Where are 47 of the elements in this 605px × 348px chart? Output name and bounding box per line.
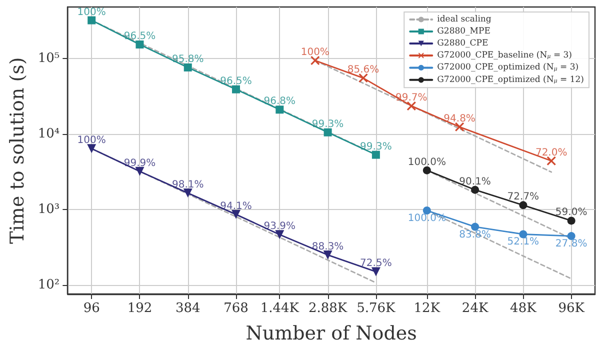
annotation: 72.5%	[360, 258, 392, 270]
annotation: 95.8%	[172, 54, 204, 65]
legend-label: ideal scaling	[437, 14, 492, 24]
annotation: 100%	[77, 135, 106, 146]
y-tick-label: 10⁴	[38, 126, 60, 142]
annotation: 85.6%	[347, 64, 380, 76]
annotation: 100%	[300, 46, 330, 58]
x-tick-label: 768	[224, 301, 248, 316]
x-tick-label: 5.76K	[356, 301, 396, 316]
annotation: 93.9%	[264, 221, 296, 232]
annotation: 88.3%	[312, 241, 344, 252]
legend-label: G2880_CPE	[437, 38, 488, 48]
x-tick-label: 192	[127, 301, 152, 316]
annotation: 94.1%	[220, 200, 252, 212]
annotation: 90.1%	[459, 176, 491, 188]
annotation: 99.3%	[360, 141, 392, 152]
annotation: 27.8%	[555, 238, 588, 250]
annotation: 100.0%	[408, 156, 446, 168]
annotation: 98.1%	[172, 180, 204, 191]
annotation: 52.1%	[507, 236, 540, 248]
annotation: 100%	[77, 6, 106, 18]
x-tick-label: 1.44K	[260, 301, 300, 316]
y-axis-title: Time to solution (s)	[6, 57, 28, 244]
x-axis-title: Number of Nodes	[246, 322, 417, 344]
annotation: 99.7%	[396, 92, 428, 104]
x-tick-label: 96	[83, 301, 100, 316]
annotation: 96.5%	[124, 31, 156, 42]
annotation: 99.3%	[312, 118, 344, 130]
legend-label: G2880_MPE	[437, 26, 490, 36]
x-tick-label: 96K	[558, 301, 585, 316]
x-tick-label: 48K	[510, 301, 537, 316]
annotation: 72.7%	[507, 192, 540, 203]
x-tick-label: 384	[175, 301, 200, 316]
annotation: 83.8%	[459, 229, 491, 240]
annotation: 94.8%	[444, 113, 476, 124]
x-tick-label: 2.88K	[308, 301, 348, 316]
y-tick-label: 10⁵	[38, 50, 60, 66]
annotation: 100.0%	[408, 212, 446, 224]
annotation: 96.8%	[264, 96, 296, 108]
annotation: 72.0%	[535, 147, 568, 158]
y-tick-label: 10³	[38, 202, 60, 217]
annotation: 59.0%	[555, 207, 588, 218]
y-tick-label: 10²	[38, 278, 60, 292]
annotation: 96.5%	[220, 76, 252, 87]
x-tick-label: 12K	[414, 301, 440, 316]
x-tick-label: 24K	[462, 301, 488, 316]
annotation: 99.9%	[124, 158, 156, 169]
